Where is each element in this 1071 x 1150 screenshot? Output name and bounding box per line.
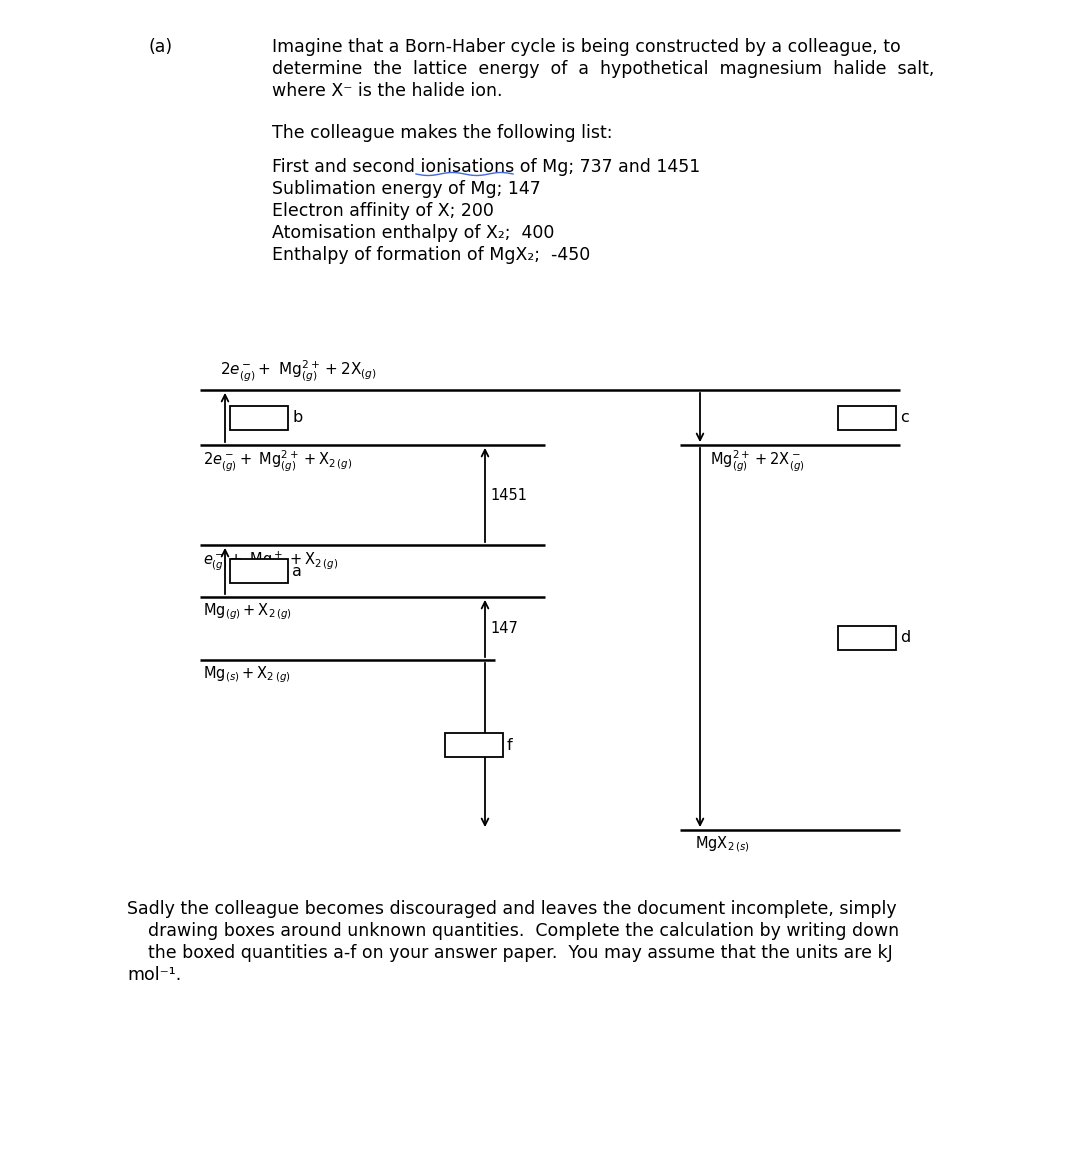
Text: mol⁻¹.: mol⁻¹.	[127, 966, 181, 984]
Text: the boxed quantities a-f on your answer paper.  You may assume that the units ar: the boxed quantities a-f on your answer …	[148, 944, 893, 963]
Text: Enthalpy of formation of MgX₂;  -450: Enthalpy of formation of MgX₂; -450	[272, 246, 590, 264]
Text: Sublimation energy of Mg; 147: Sublimation energy of Mg; 147	[272, 181, 541, 198]
Text: 1451: 1451	[491, 488, 527, 503]
Text: $e^-_{(g)}+\ \mathrm{Mg}^+_{(g)}+\mathrm{X}_{2\,(g)}$: $e^-_{(g)}+\ \mathrm{Mg}^+_{(g)}+\mathrm…	[203, 549, 338, 573]
Text: Electron affinity of X; 200: Electron affinity of X; 200	[272, 202, 494, 220]
Text: b: b	[292, 411, 302, 425]
Text: $\mathrm{Mg}_{(g)}+\mathrm{X}_{2\,(g)}$: $\mathrm{Mg}_{(g)}+\mathrm{X}_{2\,(g)}$	[203, 601, 292, 622]
Text: a: a	[292, 564, 302, 578]
Text: f: f	[507, 737, 513, 752]
Text: $\mathrm{Mg}^{2+}_{(g)}+2\mathrm{X}^-_{(g)}$: $\mathrm{Mg}^{2+}_{(g)}+2\mathrm{X}^-_{(…	[710, 448, 804, 474]
Text: 147: 147	[491, 621, 518, 636]
Text: First and second ionisations of Mg; 737 and 1451: First and second ionisations of Mg; 737 …	[272, 158, 700, 176]
Text: $\mathrm{Mg}_{(s)}+\mathrm{X}_{2\,(g)}$: $\mathrm{Mg}_{(s)}+\mathrm{X}_{2\,(g)}$	[203, 664, 290, 684]
Bar	[838, 626, 896, 650]
Bar	[838, 406, 896, 429]
Text: Imagine that a Born-Haber cycle is being constructed by a colleague, to: Imagine that a Born-Haber cycle is being…	[272, 38, 901, 56]
Text: $2e^-_{(g)}+\ \mathrm{Mg}^{2+}_{(g)}+\mathrm{X}_{2\,(g)}$: $2e^-_{(g)}+\ \mathrm{Mg}^{2+}_{(g)}+\ma…	[203, 448, 352, 474]
Text: (a): (a)	[148, 38, 172, 56]
Text: where X⁻ is the halide ion.: where X⁻ is the halide ion.	[272, 82, 502, 100]
Bar	[230, 406, 288, 429]
Text: $\mathrm{MgX}_{2\,(s)}$: $\mathrm{MgX}_{2\,(s)}$	[695, 834, 750, 853]
Text: determine  the  lattice  energy  of  a  hypothetical  magnesium  halide  salt,: determine the lattice energy of a hypoth…	[272, 60, 934, 78]
Text: c: c	[900, 411, 909, 425]
Text: $2e^-_{(g)}+\ \mathrm{Mg}^{2+}_{(g)}+2\mathrm{X}_{(g)}$: $2e^-_{(g)}+\ \mathrm{Mg}^{2+}_{(g)}+2\m…	[220, 359, 377, 384]
Text: Sadly the colleague becomes discouraged and leaves the document incomplete, simp: Sadly the colleague becomes discouraged …	[127, 900, 896, 918]
Text: d: d	[900, 630, 910, 645]
Bar	[444, 733, 503, 757]
Text: Atomisation enthalpy of X₂;  400: Atomisation enthalpy of X₂; 400	[272, 224, 555, 241]
Text: The colleague makes the following list:: The colleague makes the following list:	[272, 124, 613, 141]
Text: drawing boxes around unknown quantities.  Complete the calculation by writing do: drawing boxes around unknown quantities.…	[148, 922, 900, 940]
Bar	[230, 559, 288, 583]
